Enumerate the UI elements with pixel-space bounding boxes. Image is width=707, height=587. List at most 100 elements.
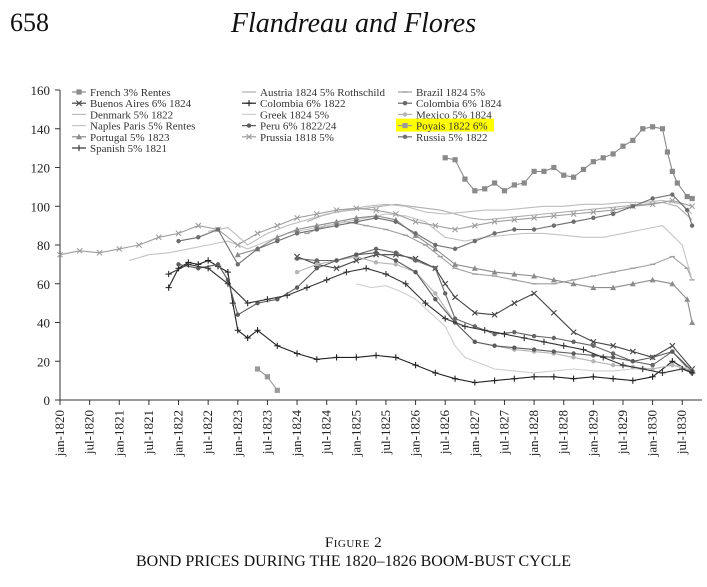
data-point: [491, 180, 498, 186]
data-point: [472, 238, 478, 244]
data-point: [551, 349, 557, 354]
legend-label: Brazil 1824 5%: [416, 87, 485, 99]
series-colombia-6-1824: [294, 246, 695, 376]
data-point: [511, 300, 518, 307]
data-point: [472, 339, 478, 345]
data-point: [630, 137, 636, 143]
data-point: [491, 218, 498, 225]
data-point: [679, 365, 686, 373]
legend-label: Naples Paris 5% Rentes: [90, 121, 195, 133]
y-tick-label: 160: [31, 83, 51, 98]
data-point: [620, 143, 626, 149]
data-point: [590, 338, 597, 345]
data-point: [541, 168, 547, 174]
legend-item-greek-1824-5: Greek 1824 5%: [242, 109, 329, 121]
legend-highlight: [396, 118, 494, 132]
data-point: [175, 230, 182, 237]
x-tick-label: jul-1825: [378, 410, 393, 455]
data-point: [689, 223, 695, 228]
data-point: [600, 354, 607, 361]
legend-item-mexico-5-1824: Mexico 5% 1824: [398, 109, 492, 121]
series-line: [257, 368, 278, 391]
x-tick-label: jan-1820: [52, 410, 67, 457]
data-point: [571, 351, 576, 356]
data-point: [413, 269, 418, 275]
data-point: [155, 234, 162, 241]
data-point: [689, 319, 696, 325]
data-point: [471, 309, 478, 316]
legend-item-austria-1824-5-rothschild: Austria 1824 5% Rothschild: [242, 87, 385, 99]
data-point: [165, 270, 172, 278]
data-point: [452, 294, 459, 301]
series-poyais-1822-6: [254, 366, 280, 393]
data-point: [432, 369, 439, 376]
data-point: [274, 342, 281, 349]
legend-item-brazil-1824-5: Brazil 1824 5%: [398, 87, 485, 99]
data-point: [462, 176, 468, 182]
data-point: [610, 375, 617, 382]
data-point: [530, 373, 538, 380]
data-point: [492, 331, 497, 337]
legend-item-portugal-5-1823: Portugal 5% 1823: [72, 132, 170, 144]
data-point: [442, 155, 448, 161]
data-point: [689, 369, 696, 376]
data-point: [433, 266, 438, 271]
data-point: [433, 297, 438, 302]
data-point: [275, 297, 280, 302]
data-point: [432, 245, 439, 252]
data-point: [629, 280, 636, 287]
data-point: [610, 362, 616, 368]
x-tick-label: jul-1826: [437, 410, 452, 456]
data-point: [205, 257, 212, 264]
data-point: [669, 342, 676, 349]
data-point: [254, 327, 261, 334]
data-point: [580, 166, 587, 173]
data-point: [185, 261, 192, 268]
data-point: [225, 277, 231, 283]
data-point: [234, 251, 241, 258]
series-line: [356, 283, 693, 374]
data-point: [482, 186, 488, 192]
data-point: [580, 346, 587, 353]
data-point: [402, 123, 408, 129]
data-point: [590, 284, 597, 291]
data-point: [373, 207, 380, 214]
data-point: [471, 222, 478, 229]
data-point: [639, 365, 646, 373]
data-point: [353, 354, 360, 361]
data-point: [313, 222, 320, 229]
data-point: [684, 193, 690, 200]
data-point: [323, 276, 330, 283]
data-point: [670, 362, 675, 368]
x-tick-label: jan-1829: [585, 410, 600, 457]
y-tick-label: 100: [31, 199, 51, 214]
series-layer: [57, 124, 696, 393]
data-point: [590, 159, 596, 165]
x-tick-label: jan-1824: [289, 410, 304, 458]
data-point: [314, 227, 319, 232]
legend-label: Buenos Aires 6% 1824: [90, 98, 192, 110]
series-spanish-5-1821: [165, 261, 696, 376]
legend-item-prussia-1818-5: Prussia 1818 5%: [242, 132, 334, 144]
data-point: [353, 214, 360, 221]
data-point: [570, 211, 577, 217]
data-point: [501, 188, 508, 194]
running-title: Flandreau and Flores: [230, 8, 477, 39]
data-point: [76, 247, 83, 254]
data-point: [402, 280, 409, 287]
data-point: [313, 211, 320, 217]
data-point: [610, 151, 616, 157]
series-line: [306, 221, 693, 285]
data-point: [531, 290, 538, 297]
data-point: [196, 235, 201, 240]
data-point: [334, 223, 339, 228]
bond-price-chart: 0 20 40 60 80 100 120 140 160 jan-1820 jul-1820 jan…: [31, 83, 702, 458]
x-tick-label: jan-1826: [408, 410, 423, 458]
data-point: [619, 362, 627, 369]
legend-item-colombia-6-1824: Colombia 6% 1824: [398, 98, 502, 110]
data-point: [629, 377, 636, 384]
data-point: [433, 291, 438, 296]
data-point: [293, 350, 301, 357]
series-prussia-1818-5: [57, 197, 696, 258]
data-point: [412, 362, 419, 369]
